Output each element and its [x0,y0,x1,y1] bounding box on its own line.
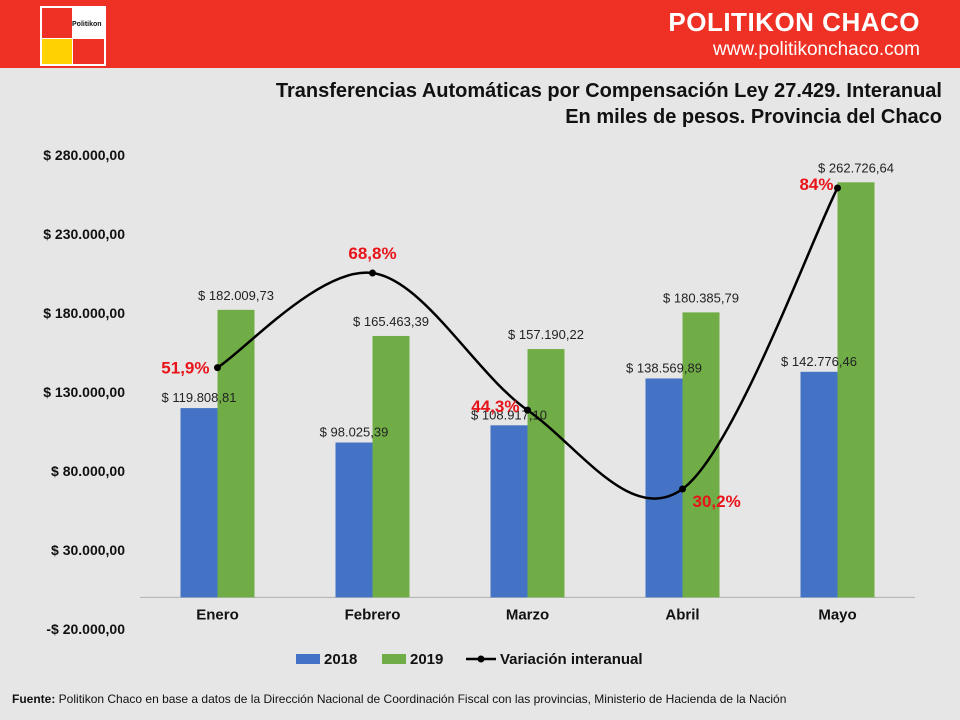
header-bar: Politikon POLITIKON CHACO www.politikonc… [0,0,960,68]
brand-block: POLITIKON CHACO www.politikonchaco.com [668,6,920,62]
bar-2019 [682,312,720,598]
legend-swatch-2018 [296,654,320,664]
brand-url: www.politikonchaco.com [713,39,920,60]
x-tick-label: Enero [196,606,239,623]
bar-2018 [645,378,683,598]
y-tick-label: -$ 20.000,00 [46,621,125,637]
data-label-2018: $ 142.776,46 [781,354,857,369]
variation-point [524,406,531,414]
data-label-2018: $ 138.569,89 [626,360,702,375]
data-label-2019: $ 182.009,73 [198,288,274,303]
data-label-2018: $ 98.025,39 [320,425,389,440]
logo-text: Politikon [72,21,102,28]
variation-point [834,184,841,192]
chart-title: Transferencias Automáticas por Compensac… [276,78,942,130]
data-label-2019: $ 262.726,64 [818,160,894,175]
y-tick-label: $ 30.000,00 [51,542,125,558]
variation-label: 68,8% [348,244,396,263]
bar-2019 [837,182,875,598]
x-tick-label: Febrero [345,606,401,623]
data-label-2019: $ 165.463,39 [353,314,429,329]
bar-2018 [335,442,373,598]
legend-label-variation: Variación interanual [500,651,643,668]
bar-2019 [217,309,255,598]
politikon-logo: Politikon [40,6,106,66]
legend-label-2019: 2019 [410,651,443,668]
source-label: Fuente: [12,692,56,706]
x-tick-label: Mayo [818,606,856,623]
source-note: Fuente: Politikon Chaco en base a datos … [12,692,786,706]
brand-name: POLITIKON CHACO [668,7,920,37]
chart-title-line2: En miles de pesos. Provincia del Chaco [565,106,942,128]
source-text: Politikon Chaco en base a datos de la Di… [55,692,787,706]
variation-line [216,187,839,500]
variation-point [214,364,221,372]
variation-label: 84% [799,175,833,194]
variation-point [369,269,376,277]
data-label-2019: $ 157.190,22 [508,327,584,342]
y-tick-label: $ 80.000,00 [51,463,125,479]
variation-point [679,485,686,493]
bar-2019 [372,335,410,598]
variation-label: 44,3% [471,397,519,416]
bar-2019 [527,349,565,598]
y-tick-label: $ 280.000,00 [43,147,125,163]
bar-2018 [800,371,838,598]
legend-swatch-2019 [382,654,406,664]
y-tick-label: $ 230.000,00 [43,226,125,242]
y-tick-label: $ 130.000,00 [43,384,125,400]
legend-swatch-variation-dot [477,655,485,663]
data-label-2019: $ 180.385,79 [663,290,739,305]
data-label-2018: $ 119.808,81 [162,390,237,405]
variation-label: 30,2% [693,492,741,511]
bar-2018 [180,408,218,598]
y-tick-label: $ 180.000,00 [43,305,125,321]
x-tick-label: Marzo [506,606,549,623]
bar-2018 [490,425,528,598]
variation-label: 51,9% [161,359,209,378]
chart-title-line1: Transferencias Automáticas por Compensac… [275,80,942,102]
x-tick-label: Abril [665,606,699,623]
legend-label-2018: 2018 [324,651,357,668]
